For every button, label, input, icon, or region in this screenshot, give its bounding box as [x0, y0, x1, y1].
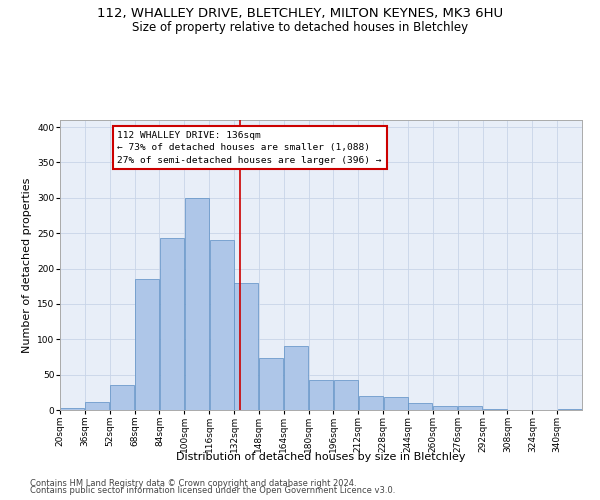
Bar: [383, 396, 407, 410]
Bar: [334, 380, 358, 410]
Bar: [110, 385, 134, 410]
Text: Contains public sector information licensed under the Open Government Licence v3: Contains public sector information licen…: [30, 486, 395, 495]
Bar: [135, 279, 159, 410]
Text: Distribution of detached houses by size in Bletchley: Distribution of detached houses by size …: [176, 452, 466, 462]
Bar: [359, 396, 383, 410]
Bar: [458, 406, 482, 410]
Bar: [185, 198, 209, 410]
Bar: [309, 380, 333, 410]
Text: 112 WHALLEY DRIVE: 136sqm
← 73% of detached houses are smaller (1,088)
27% of se: 112 WHALLEY DRIVE: 136sqm ← 73% of detac…: [118, 130, 382, 164]
Text: Size of property relative to detached houses in Bletchley: Size of property relative to detached ho…: [132, 21, 468, 34]
Bar: [259, 358, 283, 410]
Bar: [284, 346, 308, 410]
Bar: [235, 282, 259, 410]
Y-axis label: Number of detached properties: Number of detached properties: [22, 178, 32, 352]
Bar: [160, 238, 184, 410]
Bar: [61, 408, 85, 410]
Bar: [433, 406, 457, 410]
Text: 112, WHALLEY DRIVE, BLETCHLEY, MILTON KEYNES, MK3 6HU: 112, WHALLEY DRIVE, BLETCHLEY, MILTON KE…: [97, 8, 503, 20]
Bar: [209, 240, 233, 410]
Bar: [85, 402, 109, 410]
Bar: [409, 403, 433, 410]
Text: Contains HM Land Registry data © Crown copyright and database right 2024.: Contains HM Land Registry data © Crown c…: [30, 478, 356, 488]
Bar: [557, 408, 581, 410]
